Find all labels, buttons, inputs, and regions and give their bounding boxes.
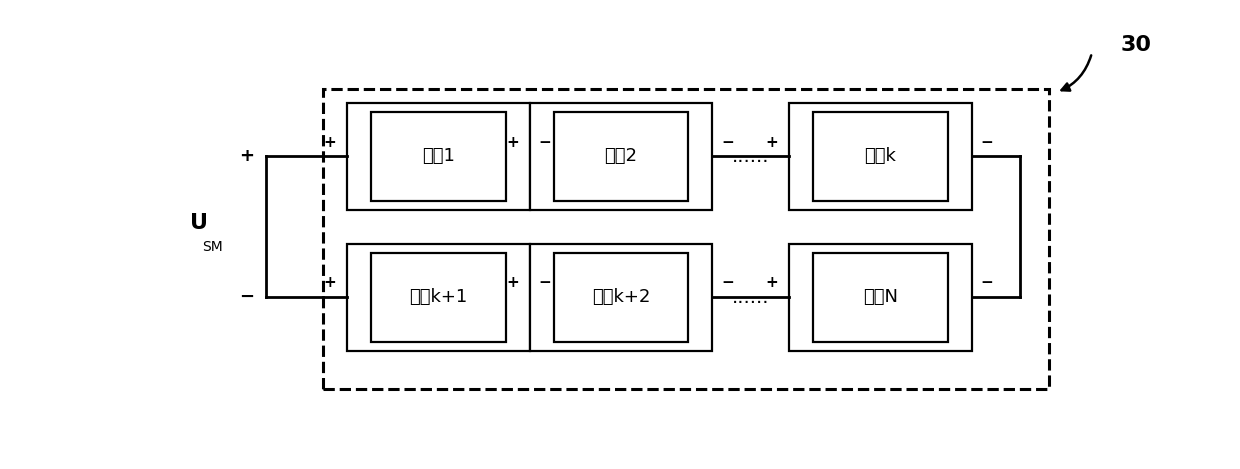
Text: −: − [539, 135, 552, 150]
Text: +: + [765, 135, 779, 150]
Bar [789, 244, 972, 351]
Text: +: + [506, 275, 518, 290]
Bar [324, 89, 1049, 388]
Text: +: + [324, 135, 336, 150]
Text: 模块2: 模块2 [605, 147, 637, 166]
Bar [529, 244, 712, 351]
Text: SM: SM [202, 240, 223, 254]
Text: −: − [981, 135, 993, 150]
Text: 30: 30 [1121, 36, 1152, 55]
Bar [529, 103, 712, 210]
Text: −: − [722, 135, 734, 150]
Bar [347, 244, 529, 351]
Bar [554, 112, 688, 201]
Bar [554, 253, 688, 341]
Text: +: + [765, 275, 779, 290]
Bar [813, 112, 947, 201]
Text: 模块1: 模块1 [422, 147, 455, 166]
Text: 模块N: 模块N [863, 288, 898, 306]
Text: −: − [239, 288, 254, 306]
Bar [789, 103, 972, 210]
Text: $\mathbf{U}$: $\mathbf{U}$ [190, 213, 207, 233]
Bar [347, 103, 529, 210]
Text: ......: ...... [732, 147, 770, 166]
Text: −: − [722, 275, 734, 290]
Text: −: − [981, 275, 993, 290]
Text: +: + [324, 275, 336, 290]
Text: +: + [506, 135, 518, 150]
Bar [813, 253, 947, 341]
Bar [371, 112, 506, 201]
Text: 模块k: 模块k [864, 147, 897, 166]
Text: ......: ...... [732, 288, 770, 307]
Text: −: − [539, 275, 552, 290]
Text: +: + [239, 147, 254, 166]
Bar [371, 253, 506, 341]
Text: 模块k+1: 模块k+1 [409, 288, 467, 306]
Text: 模块k+2: 模块k+2 [591, 288, 650, 306]
